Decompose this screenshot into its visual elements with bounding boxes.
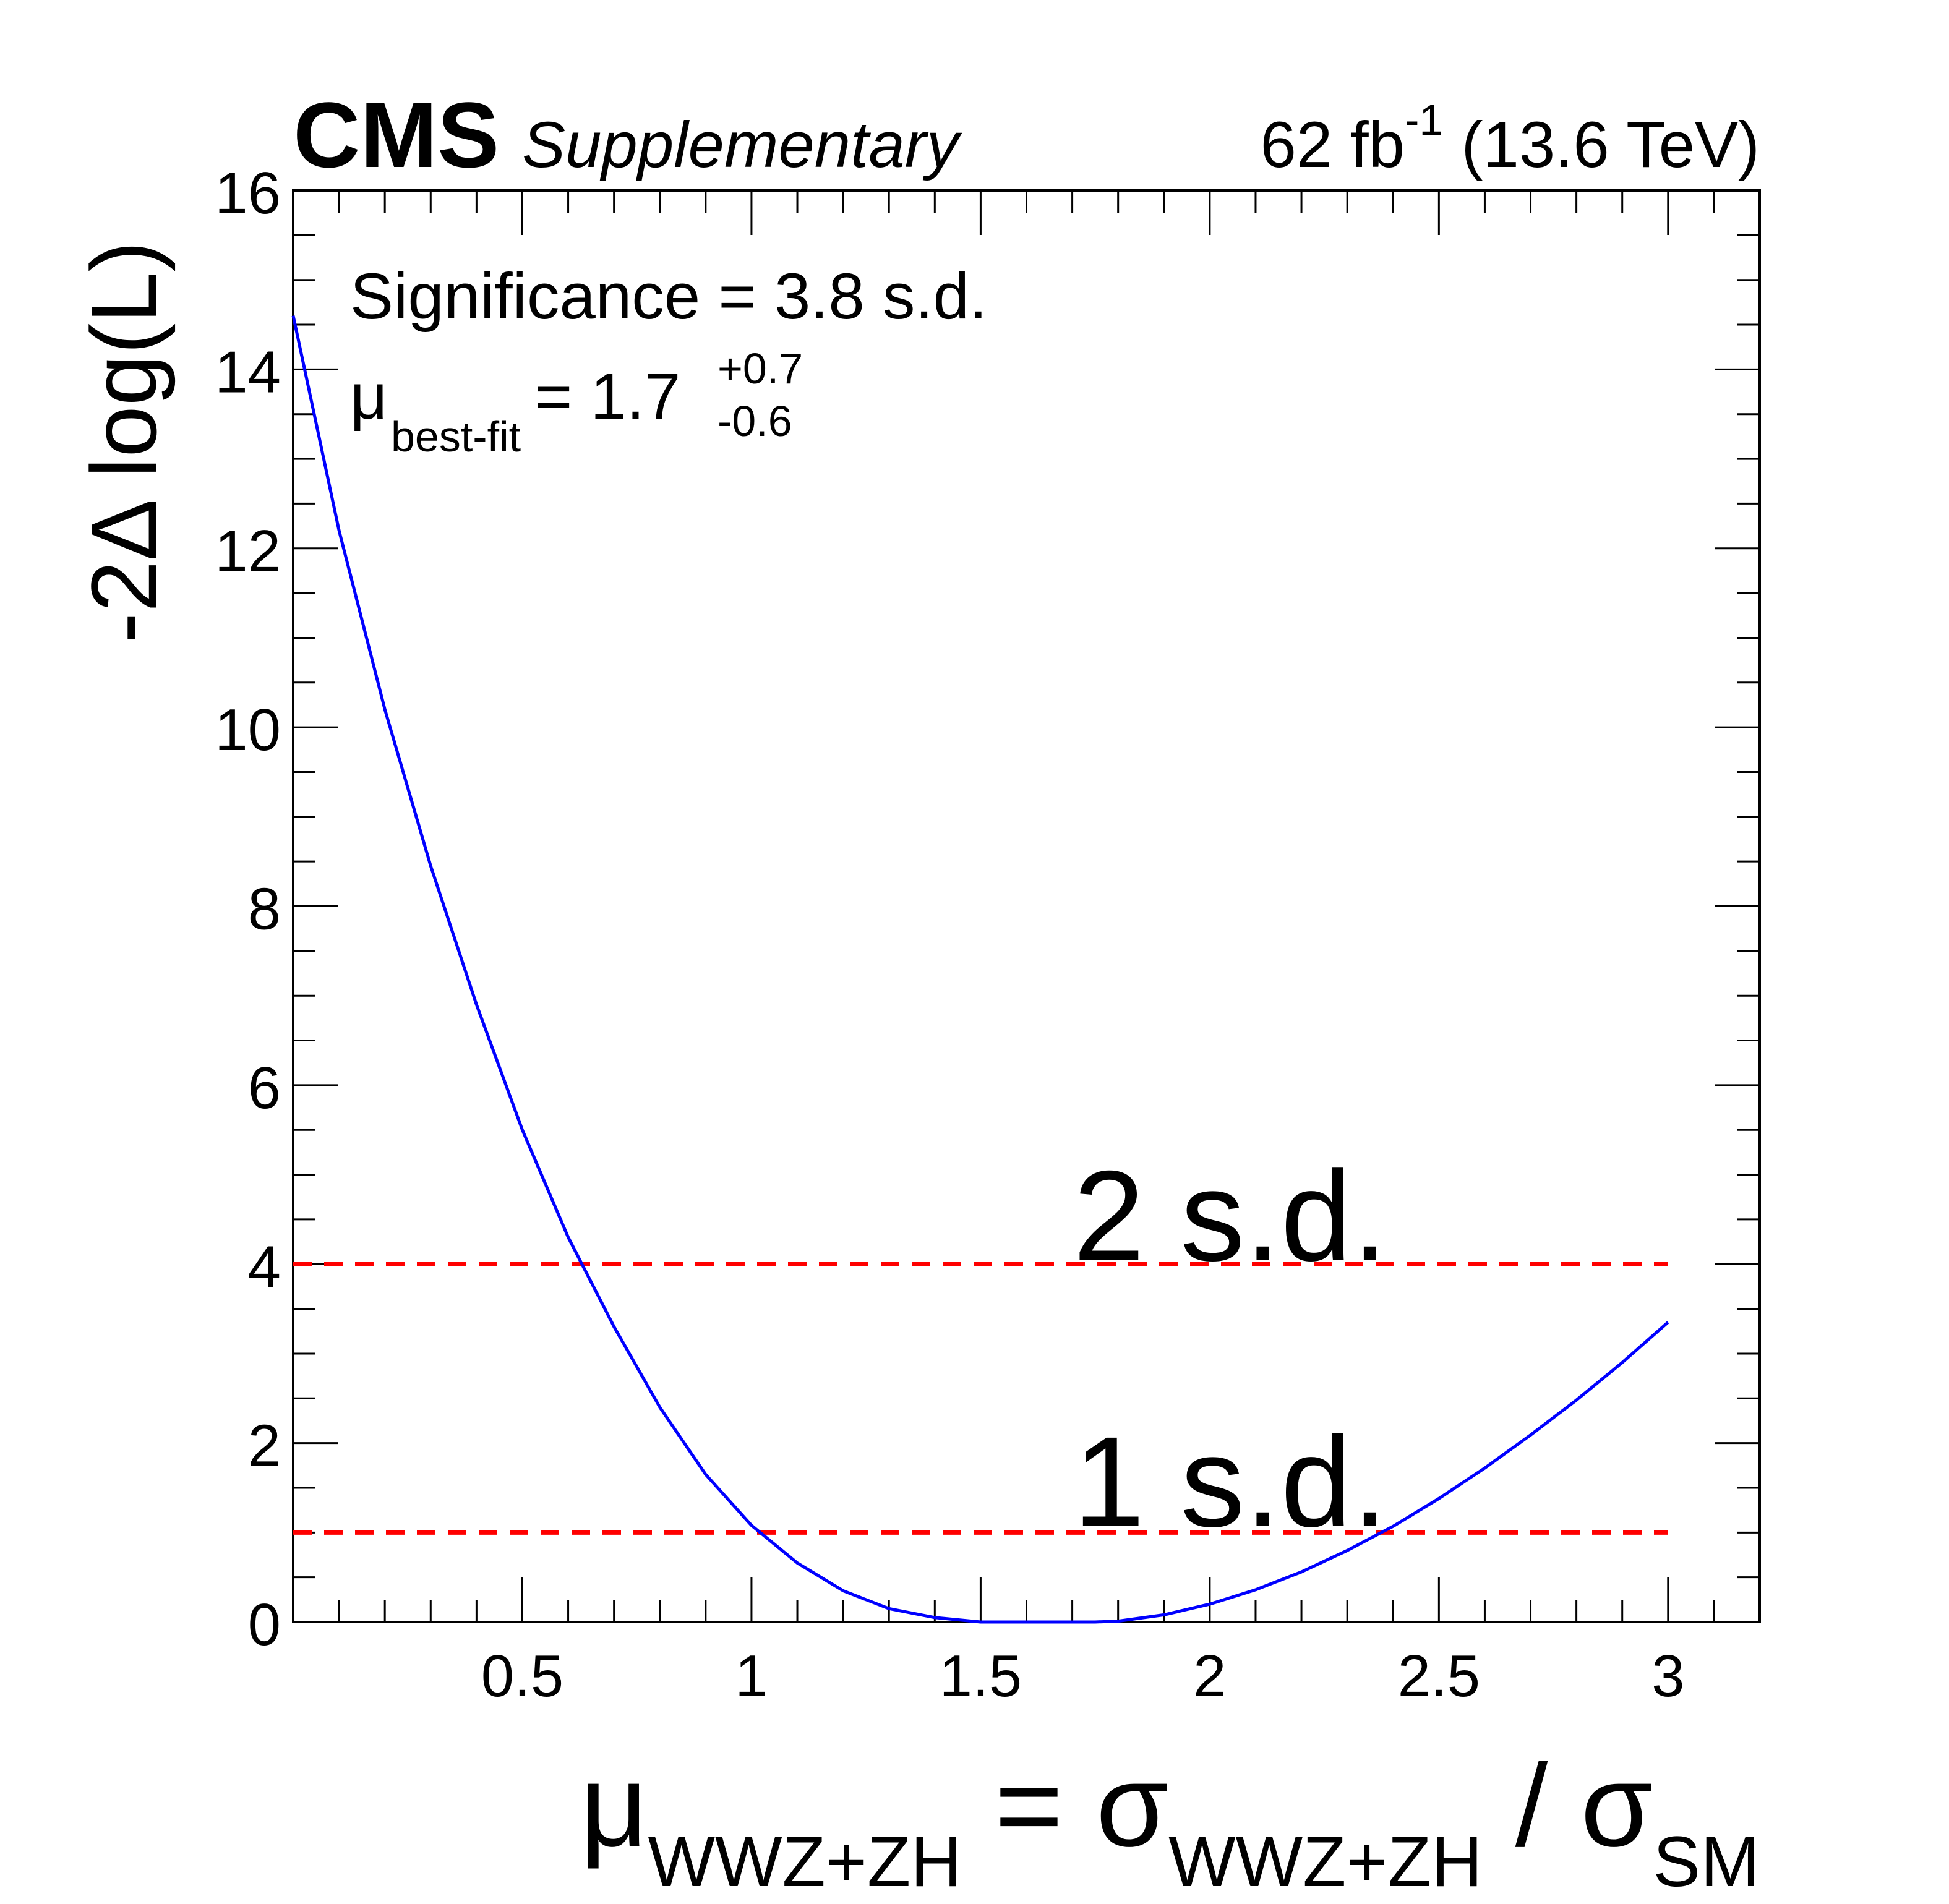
x-label-mu-sub: WWZ+ZH	[648, 1822, 962, 1902]
lumi-label: 62 fb-1 (13.6 TeV)	[1261, 96, 1760, 181]
likelihood-curve	[291, 315, 1669, 1624]
x-label-slash: /	[1483, 1740, 1580, 1871]
x-tick-label: 3	[1651, 1643, 1684, 1709]
y-tick-label: 10	[215, 697, 281, 763]
x-label-equals: =	[962, 1740, 1096, 1871]
x-tick-label: 1	[735, 1643, 768, 1709]
y-tick-label: 4	[248, 1234, 281, 1300]
mu-uncertainty-up: +0.7	[717, 344, 803, 393]
y-tick-label: 16	[215, 160, 281, 226]
x-tick-label: 1.5	[940, 1643, 1022, 1709]
y-tick-label: 6	[248, 1055, 281, 1121]
y-tick-label: 8	[248, 876, 281, 942]
x-label-sigma-sm-sub: SM	[1653, 1822, 1760, 1902]
mu-subscript: best-fit	[391, 412, 521, 461]
x-label-sigma-sm: σ	[1580, 1740, 1653, 1871]
ref-label-2sd: 2 s.d.	[1073, 1145, 1388, 1288]
mu-symbol: μ	[350, 361, 388, 433]
x-tick-label: 2.5	[1398, 1643, 1480, 1709]
lumi-space	[1443, 109, 1461, 181]
x-axis-label: μWWZ+ZH = σWWZ+ZH / σSM	[580, 1740, 1760, 1902]
reference-lines	[293, 1262, 1668, 1535]
series-group	[291, 315, 1669, 1624]
ref-label-1sd: 1 s.d.	[1073, 1411, 1388, 1554]
y-tick-label: 0	[248, 1592, 281, 1658]
y-axis-tick-labels: 0 2 4 6 8 10 12 14 16	[215, 160, 281, 1658]
x-label-sigma: σ	[1096, 1740, 1168, 1871]
x-axis-tick-labels: 0.5 1 1.5 2 2.5 3	[481, 1643, 1685, 1709]
experiment-label: CMS	[293, 83, 499, 187]
mu-best-fit-value: = 1.7	[534, 361, 680, 433]
energy-value: (13.6 TeV)	[1462, 109, 1760, 181]
y-tick-label: 2	[248, 1413, 281, 1479]
supplementary-label: Supplementary	[522, 109, 962, 181]
y-axis-label: -2Δ log(L)	[72, 241, 176, 643]
significance-annotation: Significance = 3.8 s.d.	[350, 260, 987, 333]
y-tick-label: 14	[215, 339, 281, 405]
y-axis-ticks	[293, 189, 1760, 1623]
x-label-sigma-sub: WWZ+ZH	[1168, 1822, 1483, 1902]
x-tick-label: 2	[1193, 1643, 1226, 1709]
x-label-mu: μ	[580, 1740, 648, 1871]
mu-uncertainty-down: -0.6	[717, 397, 792, 445]
lumi-value: 62 fb	[1261, 109, 1405, 181]
lumi-exponent: -1	[1405, 96, 1443, 144]
y-tick-label: 12	[215, 518, 281, 584]
x-axis-ticks	[338, 190, 1761, 1622]
x-tick-label: 0.5	[481, 1643, 563, 1709]
